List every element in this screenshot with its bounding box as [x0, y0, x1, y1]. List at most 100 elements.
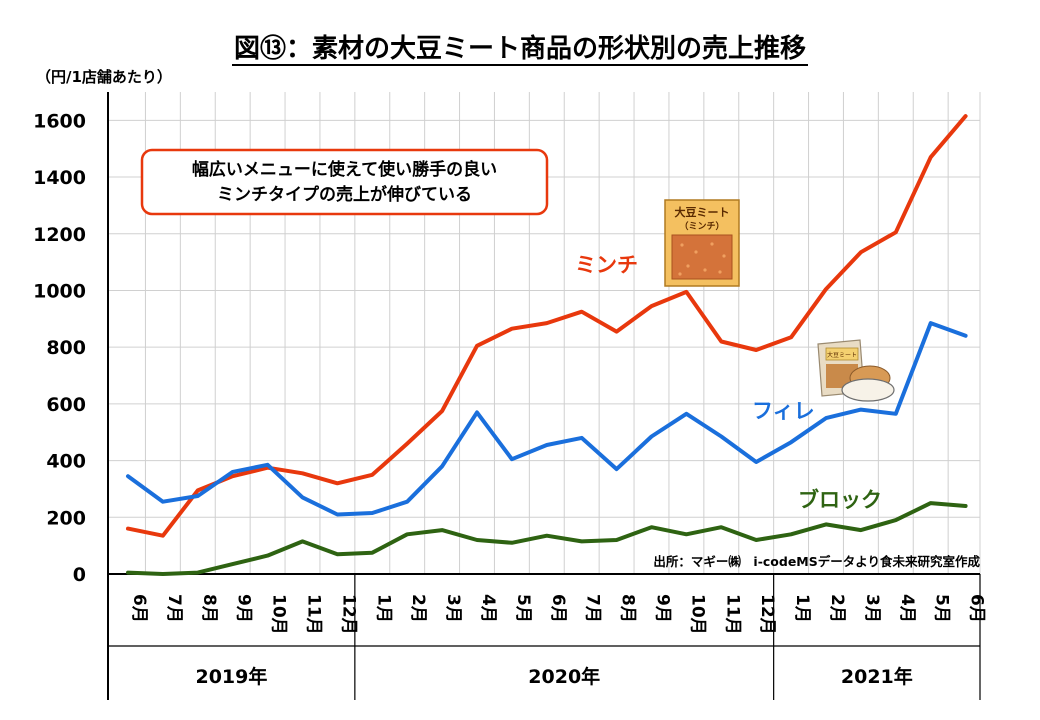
y-axis-unit-label: （円/1店舗あたり）: [36, 68, 172, 86]
data-point: [511, 328, 513, 330]
chart-title: 図⑬：素材の大豆ミート商品の形状別の売上推移: [231, 34, 808, 66]
x-tick-label: 12月: [338, 594, 358, 635]
data-point: [511, 542, 513, 544]
data-point: [162, 501, 164, 503]
x-tick-label: 6月: [129, 594, 149, 623]
data-point: [302, 540, 303, 542]
data-point: [755, 349, 757, 351]
data-point: [336, 553, 338, 555]
data-point: [825, 288, 827, 290]
data-point: [651, 526, 652, 528]
data-point: [197, 489, 199, 491]
y-tick-label: 800: [46, 337, 86, 359]
data-point: [336, 482, 338, 484]
data-point: [441, 410, 443, 412]
data-point: [371, 474, 373, 476]
data-point: [755, 539, 757, 541]
data-point: [476, 345, 478, 347]
x-tick-label: 9月: [234, 594, 254, 623]
source-note: 出所：マギー㈱ i-codeMSデータより食未来研究室作成: [653, 554, 980, 569]
data-point: [965, 335, 967, 337]
y-tick-label: 400: [46, 451, 86, 473]
data-point: [302, 472, 303, 474]
data-point: [930, 322, 932, 324]
data-point: [685, 533, 687, 535]
data-point: [406, 533, 408, 535]
x-tick-label: 1月: [373, 594, 393, 623]
annotation-line-1: 幅広いメニューに使えて使い勝手の良い: [192, 159, 497, 180]
data-point: [546, 535, 548, 537]
series-label-block: ブロック: [798, 488, 882, 512]
year-label: 2020年: [528, 665, 600, 688]
data-point: [581, 540, 583, 542]
data-point: [197, 572, 199, 574]
data-point: [616, 468, 618, 470]
data-point: [860, 529, 862, 531]
pouch-label: 大豆ミート: [827, 351, 857, 359]
package-label-line2: （ミンチ）: [679, 221, 724, 232]
x-tick-label: 2月: [827, 594, 847, 623]
x-tick-label: 5月: [513, 594, 533, 623]
x-tick-label: 6月: [967, 594, 987, 623]
annotation-box: 幅広いメニューに使えて使い勝手の良い ミンチタイプの売上が伸びている: [140, 148, 549, 216]
x-tick-label: 6月: [548, 594, 568, 623]
y-tick-label: 1400: [33, 167, 86, 189]
data-point: [651, 435, 652, 437]
data-point: [720, 341, 722, 343]
data-point: [546, 322, 548, 324]
series-label-mince: ミンチ: [575, 253, 638, 277]
data-point: [371, 512, 373, 514]
series-label-fillet: フィレ: [752, 399, 815, 423]
data-point: [546, 444, 548, 446]
data-point: [406, 501, 408, 503]
x-tick-label: 7月: [164, 594, 184, 623]
year-label: 2019年: [195, 665, 267, 688]
data-point: [895, 231, 897, 233]
data-point: [895, 519, 897, 521]
data-point: [895, 413, 897, 415]
x-tick-label: 4月: [897, 594, 917, 623]
y-tick-label: 1000: [33, 280, 86, 302]
y-tick-label: 200: [46, 507, 86, 529]
data-point: [406, 443, 408, 445]
x-tick-label: 9月: [653, 594, 673, 623]
x-tick-label: 10月: [687, 594, 707, 635]
data-point: [930, 156, 932, 158]
data-point: [441, 529, 443, 531]
data-point: [651, 305, 652, 307]
y-tick-label: 600: [46, 394, 86, 416]
data-point: [581, 437, 583, 439]
data-point: [790, 441, 792, 443]
x-tick-label: 4月: [478, 594, 498, 623]
data-point: [127, 528, 129, 530]
data-point: [825, 523, 827, 525]
x-tick-label: 1月: [792, 594, 812, 623]
data-point: [441, 465, 443, 467]
y-tick-label: 1600: [33, 110, 86, 132]
package-label-line1: 大豆ミート: [675, 205, 730, 219]
data-point: [232, 563, 234, 565]
data-point: [197, 495, 199, 497]
data-point: [790, 336, 792, 338]
x-tick-label: 5月: [932, 594, 952, 623]
data-point: [371, 552, 373, 554]
x-tick-label: 11月: [722, 594, 742, 635]
y-tick-label: 1200: [33, 224, 86, 246]
data-point: [825, 417, 827, 419]
data-point: [930, 502, 932, 504]
data-point: [336, 513, 338, 515]
data-point: [616, 539, 618, 541]
soy-meat-pouch-bowl-illustration: 大豆ミート: [817, 339, 895, 402]
data-point: [685, 291, 687, 293]
x-tick-label: 2月: [408, 594, 428, 623]
y-tick-label: 0: [73, 564, 86, 586]
soy-meat-package-illustration: 大豆ミート （ミンチ）: [664, 199, 740, 287]
data-point: [511, 458, 513, 460]
data-point: [162, 573, 164, 575]
x-tick-label: 7月: [583, 594, 603, 623]
data-point: [616, 331, 618, 333]
x-tick-label: 3月: [443, 594, 463, 623]
annotation-line-2: ミンチタイプの売上が伸びている: [217, 184, 472, 205]
data-point: [860, 251, 862, 253]
data-point: [127, 572, 129, 574]
